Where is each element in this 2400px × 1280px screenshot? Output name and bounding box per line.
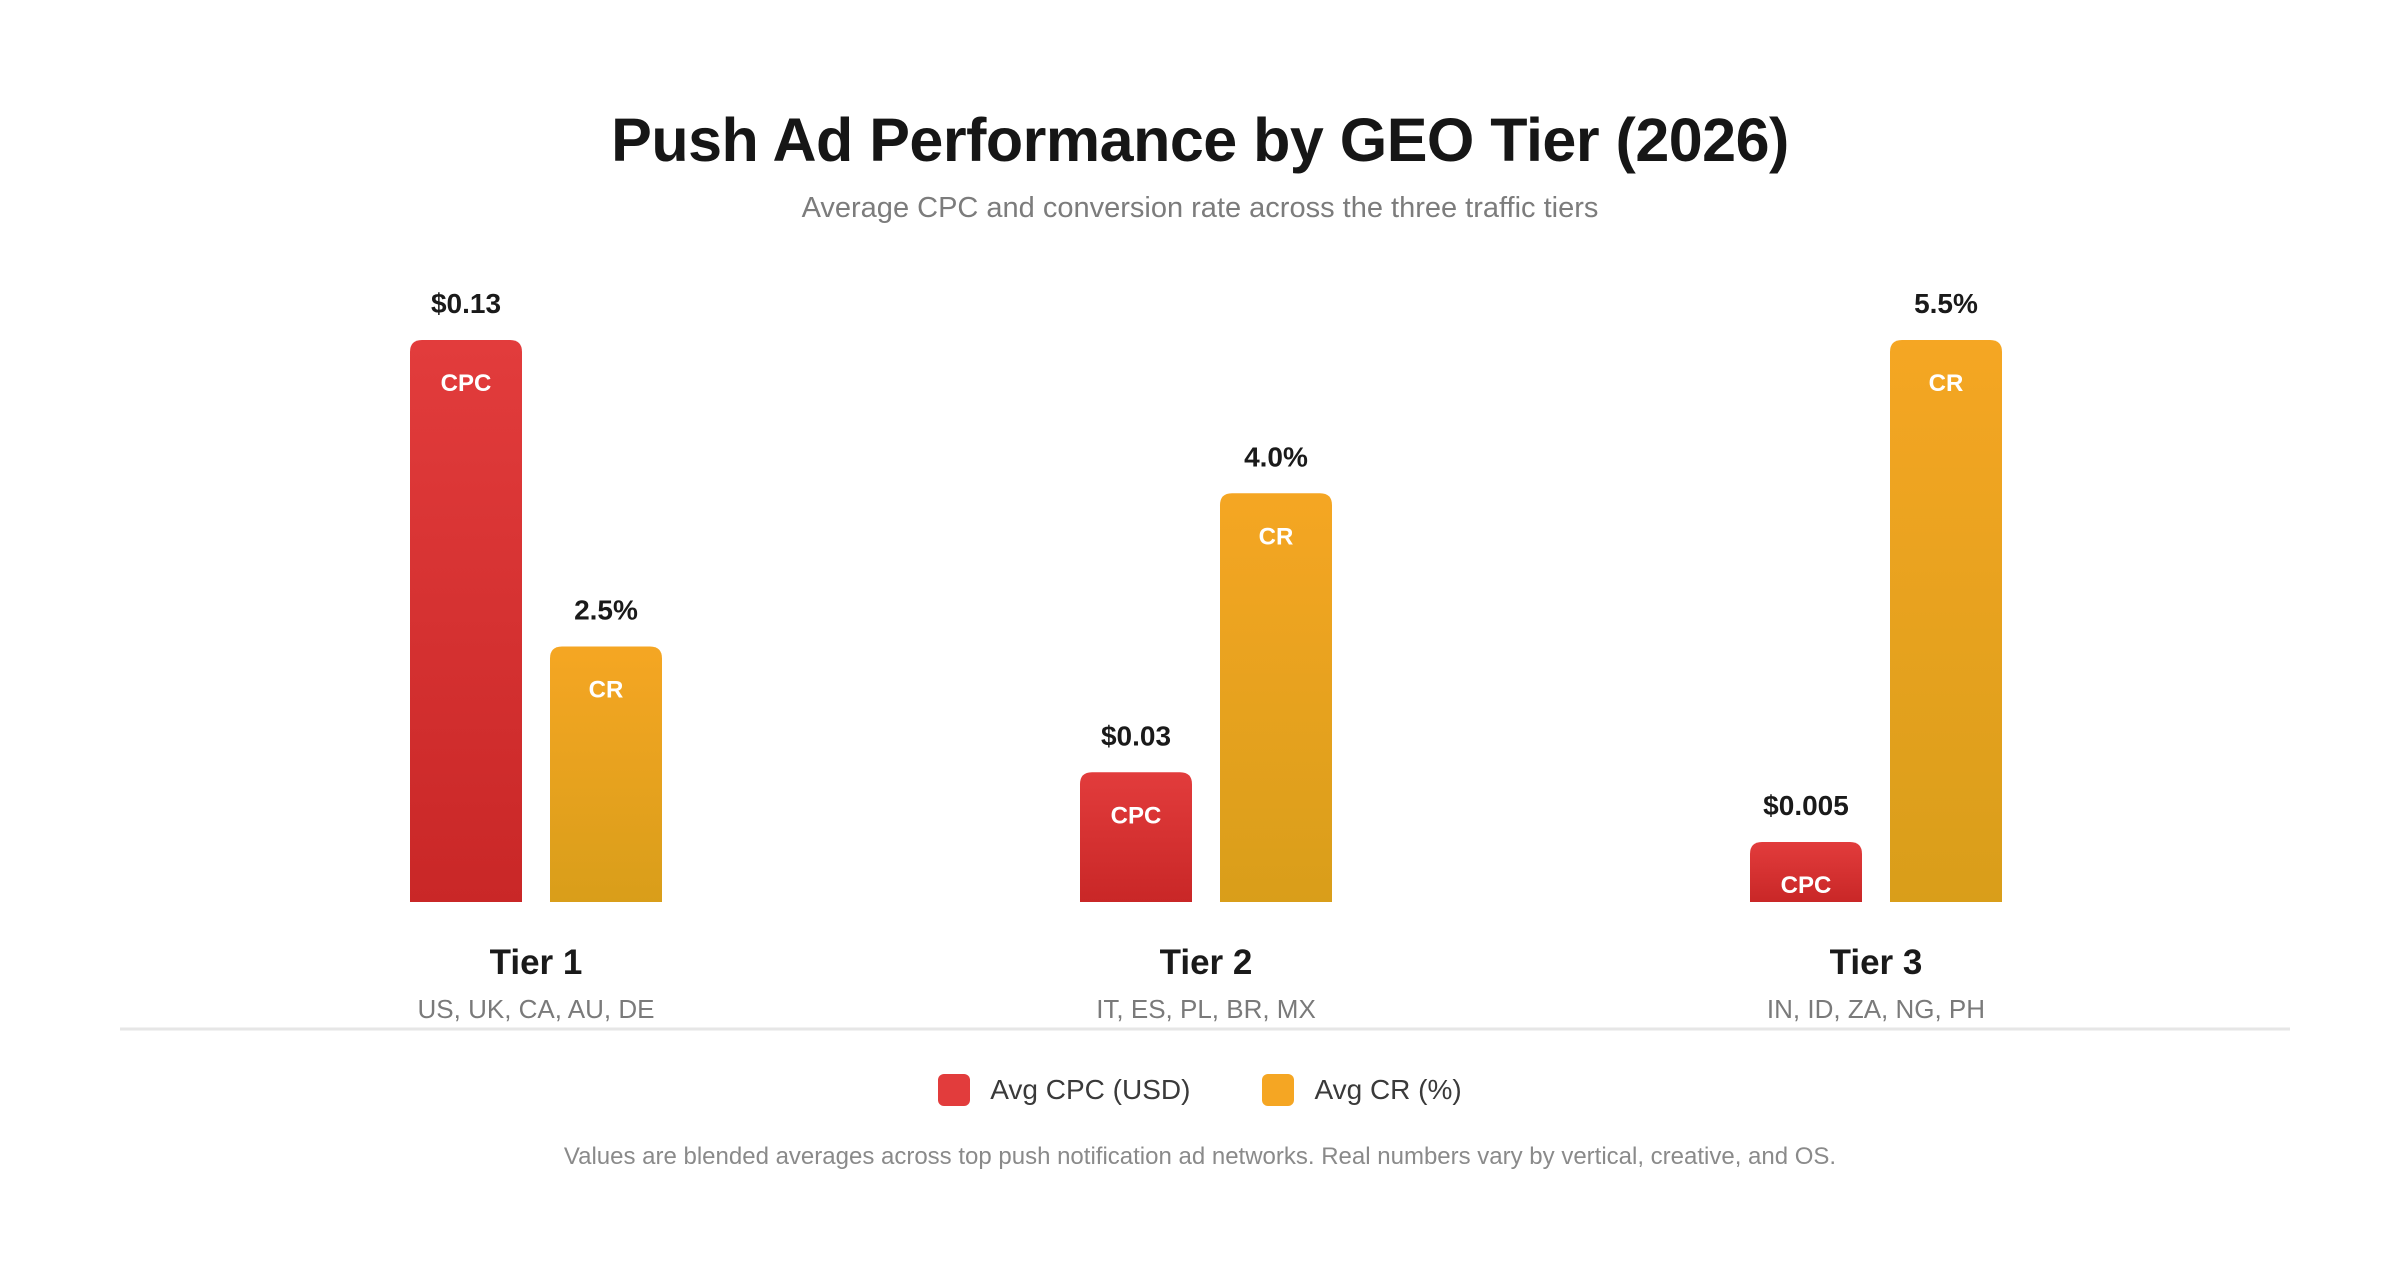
category-label-tier-3: Tier 3 xyxy=(1830,943,1923,982)
bar-cpc-tier-3 xyxy=(1750,842,1862,902)
chart-subtitle: Average CPC and conversion rate across t… xyxy=(801,192,1599,224)
bar-cr-tier-2 xyxy=(1220,493,1332,902)
footnote: Values are blended averages across top p… xyxy=(563,1143,1837,1170)
value-label-cpc-tier-1: $0.13 xyxy=(431,288,501,319)
bar-cr-tier-3 xyxy=(1890,340,2002,902)
chart-title: Push Ad Performance by GEO Tier (2026) xyxy=(611,106,1789,174)
legend-swatch-cr xyxy=(1262,1074,1295,1106)
legend-item-cr: Avg CR (%) xyxy=(1262,1074,1462,1106)
legend: Avg CPC (USD) Avg CR (%) xyxy=(0,1068,2400,1112)
category-label-tier-2: Tier 2 xyxy=(1160,943,1253,982)
category-sublabel-tier-1: US, UK, CA, AU, DE xyxy=(418,994,655,1024)
category-label-tier-1: Tier 1 xyxy=(490,943,583,982)
bar-inner-label-cpc-tier-2: CPC xyxy=(1111,802,1162,829)
legend-swatch-cpc xyxy=(938,1074,971,1106)
bars-layer: CPC $0.13 CR 2.5% CPC $0.03 CR 4.0% CPC $0.005 CR 5… xyxy=(410,288,2002,902)
value-label-cr-tier-3: 5.5% xyxy=(1914,288,1978,319)
bar-cr-tier-1 xyxy=(550,646,662,902)
category-sublabel-tier-3: IN, ID, ZA, NG, PH xyxy=(1767,994,1985,1024)
value-label-cr-tier-1: 2.5% xyxy=(574,595,638,626)
value-label-cr-tier-2: 4.0% xyxy=(1244,441,1308,472)
bar-inner-label-cr-tier-3: CR xyxy=(1929,370,1964,397)
legend-item-cpc: Avg CPC (USD) xyxy=(938,1074,1190,1106)
legend-label-cr: Avg CR (%) xyxy=(1314,1074,1462,1105)
legend-label-cpc: Avg CPC (USD) xyxy=(990,1074,1191,1105)
value-label-cpc-tier-2: $0.03 xyxy=(1101,720,1171,751)
bar-cpc-tier-2 xyxy=(1080,772,1192,902)
category-sublabel-tier-2: IT, ES, PL, BR, MX xyxy=(1096,994,1316,1024)
bar-cpc-tier-1 xyxy=(410,340,522,902)
bar-inner-label-cpc-tier-3: CPC xyxy=(1781,872,1832,899)
bar-inner-label-cr-tier-1: CR xyxy=(589,677,624,704)
value-label-cpc-tier-3: $0.005 xyxy=(1763,790,1849,821)
bar-inner-label-cpc-tier-1: CPC xyxy=(441,370,492,397)
bar-inner-label-cr-tier-2: CR xyxy=(1259,523,1294,550)
category-labels: Tier 1 US, UK, CA, AU, DE Tier 2 IT, ES, PL… xyxy=(418,943,1986,1024)
